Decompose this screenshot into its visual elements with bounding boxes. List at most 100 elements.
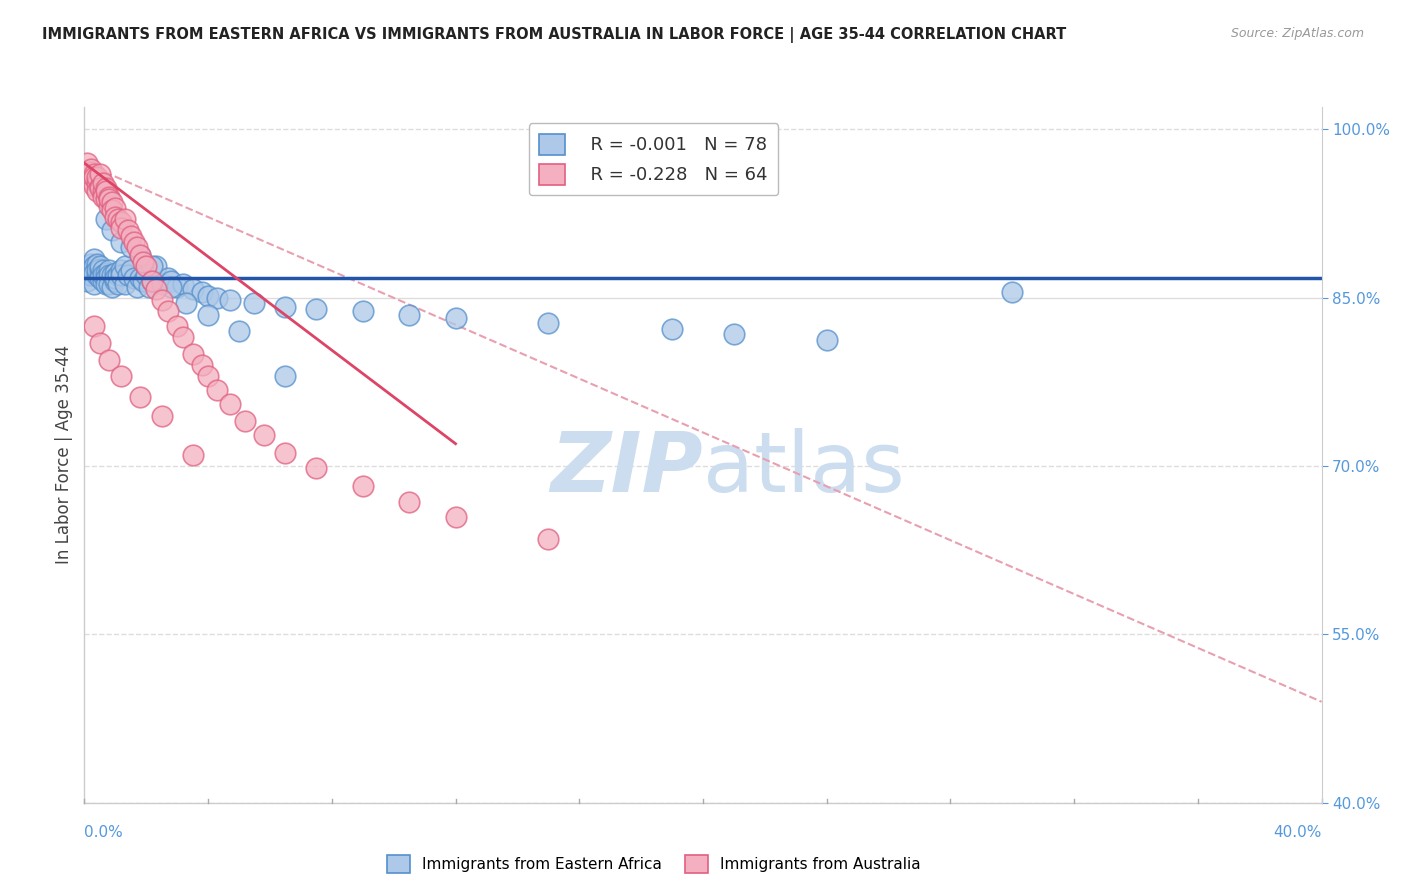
- Point: [83, 252, 105, 266]
- Point: [91, 177, 114, 191]
- Point: [107, 268, 129, 283]
- Point: [98, 190, 121, 204]
- Point: [104, 274, 127, 288]
- Point: [160, 279, 183, 293]
- Point: [138, 279, 160, 293]
- Point: [120, 229, 142, 244]
- Point: [91, 274, 114, 288]
- Point: [110, 262, 132, 277]
- Point: [537, 316, 560, 330]
- Point: [110, 369, 132, 384]
- Point: [150, 277, 173, 292]
- Point: [94, 270, 117, 285]
- Point: [86, 177, 108, 191]
- Point: [166, 279, 188, 293]
- Point: [89, 261, 111, 276]
- Text: 40.0%: 40.0%: [1274, 825, 1322, 840]
- Point: [125, 240, 148, 254]
- Point: [98, 277, 121, 292]
- Point: [274, 300, 297, 314]
- Point: [76, 156, 98, 170]
- Point: [110, 235, 132, 249]
- Point: [101, 203, 124, 218]
- Point: [274, 369, 297, 384]
- Point: [79, 173, 101, 187]
- Point: [537, 532, 560, 546]
- Point: [86, 184, 108, 198]
- Point: [91, 262, 114, 277]
- Point: [79, 257, 101, 271]
- Point: [145, 260, 167, 274]
- Point: [172, 277, 194, 292]
- Point: [83, 260, 105, 274]
- Point: [233, 414, 256, 428]
- Point: [110, 221, 132, 235]
- Point: [135, 268, 157, 283]
- Point: [89, 181, 111, 195]
- Point: [89, 270, 111, 285]
- Point: [207, 383, 229, 397]
- Point: [104, 270, 127, 285]
- Point: [815, 334, 838, 348]
- Point: [243, 296, 266, 310]
- Point: [352, 479, 374, 493]
- Point: [89, 178, 111, 193]
- Point: [150, 409, 173, 423]
- Point: [444, 509, 467, 524]
- Point: [114, 260, 136, 274]
- Point: [352, 304, 374, 318]
- Point: [83, 167, 105, 181]
- Point: [141, 274, 163, 288]
- Point: [120, 240, 142, 254]
- Text: Source: ZipAtlas.com: Source: ZipAtlas.com: [1230, 27, 1364, 40]
- Point: [156, 304, 179, 318]
- Point: [176, 296, 198, 310]
- Point: [132, 274, 155, 288]
- Point: [129, 248, 152, 262]
- Point: [79, 161, 101, 176]
- Point: [94, 266, 117, 280]
- Text: atlas: atlas: [703, 428, 904, 509]
- Point: [141, 274, 163, 288]
- Point: [398, 308, 420, 322]
- Point: [166, 318, 188, 333]
- Point: [122, 235, 145, 249]
- Point: [79, 262, 101, 277]
- Point: [104, 266, 127, 280]
- Point: [101, 223, 124, 237]
- Point: [98, 268, 121, 283]
- Point: [141, 260, 163, 274]
- Point: [145, 282, 167, 296]
- Point: [253, 427, 276, 442]
- Point: [132, 255, 155, 269]
- Point: [117, 223, 139, 237]
- Point: [181, 282, 204, 296]
- Point: [114, 277, 136, 292]
- Point: [98, 262, 121, 277]
- Point: [723, 326, 745, 341]
- Point: [98, 199, 121, 213]
- Point: [86, 268, 108, 283]
- Point: [444, 311, 467, 326]
- Point: [91, 184, 114, 198]
- Point: [110, 214, 132, 228]
- Point: [83, 277, 105, 292]
- Point: [191, 358, 214, 372]
- Point: [305, 301, 328, 316]
- Point: [101, 268, 124, 283]
- Point: [1001, 285, 1024, 300]
- Point: [89, 167, 111, 181]
- Point: [86, 257, 108, 271]
- Point: [197, 308, 219, 322]
- Point: [94, 212, 117, 227]
- Point: [661, 322, 683, 336]
- Point: [129, 390, 152, 404]
- Point: [228, 325, 250, 339]
- Point: [181, 448, 204, 462]
- Point: [104, 210, 127, 224]
- Point: [76, 268, 98, 283]
- Point: [398, 495, 420, 509]
- Point: [110, 268, 132, 283]
- Text: 0.0%: 0.0%: [84, 825, 124, 840]
- Point: [197, 369, 219, 384]
